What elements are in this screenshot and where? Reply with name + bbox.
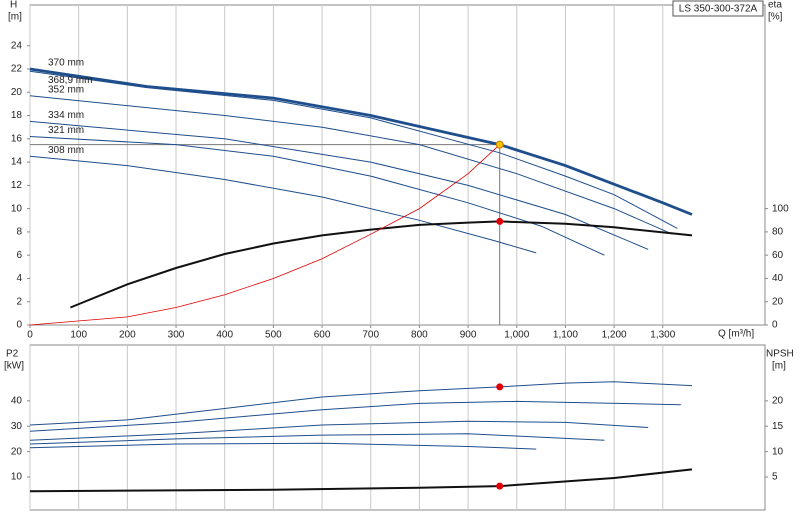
y-tick-label: 4 <box>16 273 22 284</box>
y-axis-unit: [m] <box>8 12 22 23</box>
curve-label: 352 mm <box>48 84 84 95</box>
y-tick-label: 40 <box>11 395 23 406</box>
title-box <box>672 0 764 17</box>
y-tick-label: 14 <box>11 157 23 168</box>
y2-axis-unit: [m] <box>772 361 786 372</box>
y-axis-unit: [kW] <box>4 361 24 372</box>
y2-axis-label: NPSH <box>766 349 794 360</box>
curve-label: 308 mm <box>48 145 84 156</box>
x-tick-label: 0 <box>27 330 33 341</box>
curve <box>70 220 693 309</box>
x-axis-label: Q [m³/h] <box>718 329 754 340</box>
y2-axis-unit: [%] <box>768 12 783 23</box>
y2-tick-label: 100 <box>772 203 789 214</box>
y-tick-label: 16 <box>11 133 23 144</box>
operating-point <box>495 140 504 149</box>
curve <box>29 420 649 441</box>
x-tick-label: 200 <box>119 330 136 341</box>
y-tick-label: 0 <box>16 320 22 331</box>
curve <box>29 70 678 229</box>
curve <box>29 67 693 216</box>
x-tick-label: 500 <box>265 330 282 341</box>
curve <box>29 95 673 235</box>
y2-tick-label: 15 <box>772 421 784 432</box>
chart-title: LS 350-300-372A <box>679 4 758 15</box>
y-tick-label: 10 <box>11 203 23 214</box>
curve-label: 370 mm <box>48 58 84 69</box>
y2-tick-label: 20 <box>772 296 784 307</box>
x-tick-label: 1,300 <box>650 330 675 341</box>
curve-label: 334 mm <box>48 110 84 121</box>
x-tick-label: 800 <box>411 330 428 341</box>
y-tick-label: 20 <box>11 446 23 457</box>
curve <box>29 144 500 326</box>
curve-label: 368,9 mm <box>48 75 92 86</box>
x-tick-label: 1,200 <box>602 330 627 341</box>
y2-tick-label: 5 <box>772 472 778 483</box>
x-tick-label: 600 <box>314 330 331 341</box>
curve <box>29 433 605 445</box>
y2-tick-label: 0 <box>772 320 778 331</box>
y-tick-label: 10 <box>11 472 23 483</box>
x-tick-label: 700 <box>362 330 379 341</box>
y-tick-label: 6 <box>16 250 22 261</box>
curve <box>29 120 649 250</box>
y-tick-label: 8 <box>16 227 22 238</box>
x-tick-label: 300 <box>168 330 185 341</box>
y-axis-label: P2 <box>6 349 19 360</box>
x-tick-label: 900 <box>460 330 477 341</box>
x-tick-label: 400 <box>216 330 233 341</box>
curve <box>29 400 681 432</box>
y2-tick-label: 40 <box>772 273 784 284</box>
curve-label: 321 mm <box>48 125 84 136</box>
operating-point <box>496 383 504 391</box>
y-tick-label: 24 <box>11 40 23 51</box>
curve <box>29 155 537 254</box>
y-tick-label: 22 <box>11 64 23 75</box>
curve <box>29 381 693 426</box>
y-tick-label: 20 <box>11 87 23 98</box>
x-tick-label: 100 <box>70 330 87 341</box>
curve <box>29 468 693 493</box>
y-tick-label: 30 <box>11 421 23 432</box>
x-tick-label: 1,000 <box>504 330 529 341</box>
y-tick-label: 12 <box>11 180 23 191</box>
y-axis-label: H <box>10 0 17 11</box>
y2-tick-label: 20 <box>772 395 784 406</box>
operating-point <box>496 482 504 490</box>
y2-axis-label: eta <box>768 0 782 11</box>
y-tick-label: 18 <box>11 110 23 121</box>
y2-tick-label: 60 <box>772 250 784 261</box>
operating-point <box>496 217 504 225</box>
curve <box>29 442 537 450</box>
x-tick-label: 1,100 <box>553 330 578 341</box>
y2-tick-label: 10 <box>772 446 784 457</box>
y2-tick-label: 80 <box>772 227 784 238</box>
curve <box>29 136 605 256</box>
y-tick-label: 2 <box>16 296 22 307</box>
